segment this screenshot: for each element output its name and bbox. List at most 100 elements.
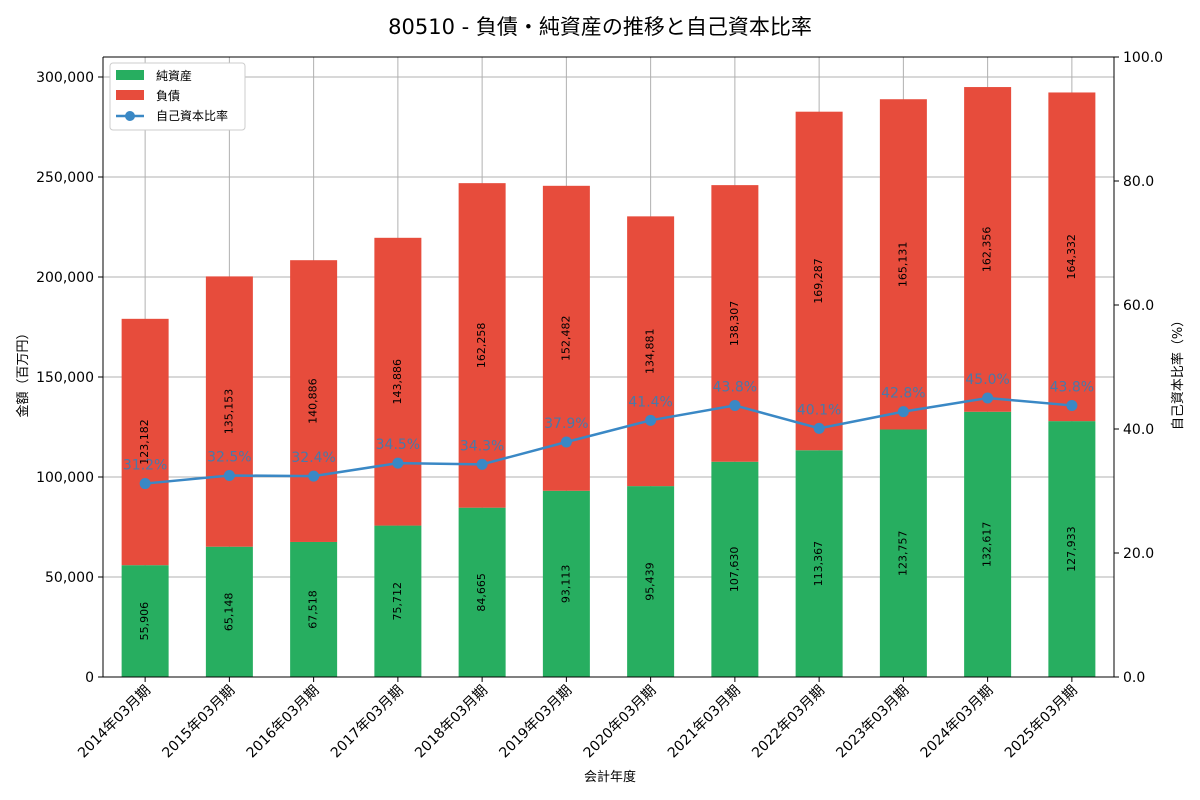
bar-liabilities [374, 237, 422, 526]
ratio-data-label: 32.5% [207, 450, 251, 466]
ratio-point [982, 392, 994, 404]
x-tick-label: 2023年03月期 [833, 683, 912, 762]
ratio-data-label: 37.9% [544, 416, 588, 432]
bar-liabilities [121, 318, 169, 566]
x-axis-label: 会計年度 [584, 769, 636, 785]
ratio-point [560, 436, 572, 448]
y-tick-label: 300,000 [36, 70, 94, 86]
y2-axis-label: 自己資本比率（%） [1170, 314, 1186, 430]
y-tick-label: 0 [85, 670, 94, 686]
legend-label-ratio: 自己資本比率 [156, 108, 228, 123]
ratio-point [813, 422, 825, 434]
ratio-point [223, 470, 235, 481]
bar-liabilities [290, 260, 338, 542]
y-axis-label: 金額（百万円） [15, 326, 31, 417]
y-tick-label: 200,000 [36, 270, 94, 286]
bar-net-assets [374, 525, 422, 677]
bar-label-liabilities: 164,332 [1065, 234, 1078, 280]
y-tick-label: 250,000 [36, 170, 94, 186]
bar-label-liabilities: 138,307 [728, 301, 741, 347]
y2-tick-label: 40.0 [1123, 422, 1154, 438]
y-tick-label: 150,000 [36, 370, 94, 386]
bar-label-net-assets: 84,665 [475, 573, 488, 612]
x-tick-label: 2022年03月期 [749, 683, 828, 762]
bar-net-assets [964, 411, 1012, 677]
bar-liabilities [627, 216, 675, 487]
y2-tick-label: 80.0 [1123, 174, 1154, 190]
bar-net-assets [1048, 421, 1096, 677]
ratio-data-label: 32.4% [291, 450, 335, 466]
ratio-data-label: 41.4% [628, 394, 672, 410]
bar-label-liabilities: 162,356 [981, 227, 994, 273]
bar-label-liabilities: 134,881 [644, 328, 657, 374]
ratio-data-label: 43.8% [713, 379, 757, 395]
ratio-data-label: 31.2% [123, 458, 167, 474]
ratio-line [145, 396, 1072, 485]
y2-tick-label: 100.0 [1123, 50, 1163, 66]
x-tick-label: 2018年03月期 [412, 683, 491, 762]
bar-net-assets [290, 541, 338, 677]
ratio-point [139, 478, 151, 490]
bar-label-liabilities: 135,153 [222, 389, 235, 435]
x-tick-label: 2025年03月期 [1002, 683, 1081, 762]
bar-label-liabilities: 123,182 [138, 419, 151, 465]
ratio-data-label: 42.8% [881, 386, 925, 402]
ratio-point [308, 470, 320, 482]
bar-net-assets [205, 546, 253, 677]
y2-tick-label: 20.0 [1123, 546, 1154, 562]
legend-swatch-net-assets [116, 70, 144, 80]
bar-label-net-assets: 113,367 [812, 541, 825, 587]
x-tick-label: 2016年03月期 [244, 683, 323, 762]
bar-label-liabilities: 169,287 [812, 258, 825, 304]
bar-label-net-assets: 123,757 [896, 530, 909, 576]
bar-net-assets [879, 429, 927, 677]
bar-label-liabilities: 165,131 [896, 242, 909, 288]
bar-net-assets [121, 565, 169, 677]
legend-label-liabilities: 負債 [156, 88, 180, 103]
bar-liabilities [795, 111, 843, 451]
bar-label-liabilities: 143,886 [391, 359, 404, 405]
bar-label-liabilities: 140,886 [307, 378, 320, 424]
ratio-data-label: 34.3% [460, 438, 504, 454]
bar-label-net-assets: 107,630 [728, 547, 741, 593]
ratio-point [392, 457, 404, 469]
x-tick-label: 2021年03月期 [665, 683, 744, 762]
bar-net-assets [542, 490, 590, 677]
bar-net-assets [458, 507, 506, 677]
bar-liabilities [964, 87, 1012, 412]
x-tick-label: 2020年03月期 [581, 683, 660, 762]
ratio-point [729, 399, 741, 411]
ratio-point [897, 406, 909, 418]
bar-label-liabilities: 152,482 [559, 316, 572, 362]
legend: 純資産 負債 自己資本比率 [109, 62, 246, 131]
bar-liabilities [879, 99, 927, 430]
x-tick-label: 2024年03月期 [918, 683, 997, 762]
bar-net-assets [627, 486, 675, 677]
bar-label-net-assets: 67,518 [307, 590, 320, 629]
bar-net-assets [711, 461, 759, 677]
ratio-point [645, 414, 657, 426]
bar-liabilities [711, 185, 759, 462]
x-tick-label: 2019年03月期 [496, 683, 575, 762]
grid-layer [103, 57, 1114, 678]
ratio-data-label: 34.5% [376, 437, 420, 453]
ratio-point [1066, 399, 1078, 411]
ratio-data-label: 43.8% [1050, 379, 1094, 395]
y-tick-label: 100,000 [36, 470, 94, 486]
ratio-point [476, 458, 488, 470]
bar-label-net-assets: 127,933 [1065, 526, 1078, 572]
legend-label-net-assets: 純資産 [156, 68, 192, 83]
bar-label-net-assets: 55,906 [138, 602, 151, 641]
y-tick-label: 50,000 [45, 570, 94, 586]
bar-liabilities [458, 183, 506, 508]
bar-liabilities [205, 276, 253, 547]
bar-label-net-assets: 93,113 [559, 565, 572, 604]
legend-swatch-liabilities [116, 90, 144, 100]
line-layer: 31.2% 32.5% 32.4% 34.5% 34.3% 37.9% 41.4% 43.8%… [123, 372, 1094, 490]
bar-label-net-assets: 95,439 [644, 562, 657, 601]
bar-label-net-assets: 65,148 [222, 593, 235, 632]
bar-label-liabilities: 162,258 [475, 323, 488, 369]
y2-tick-label: 0.0 [1123, 670, 1145, 686]
ratio-data-label: 45.0% [965, 372, 1009, 388]
